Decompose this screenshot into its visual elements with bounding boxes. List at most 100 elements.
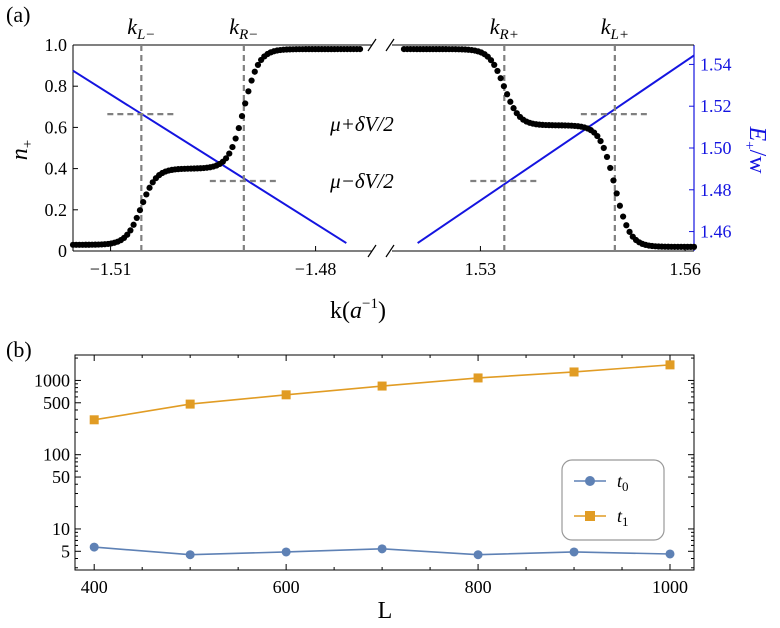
occupation-dot-left xyxy=(248,77,255,84)
legend-label-0: t0 xyxy=(617,471,629,494)
left-y-axis-label-n: n xyxy=(7,148,33,160)
x-axis-label-sup: −1 xyxy=(362,296,378,312)
occupation-dot-left xyxy=(124,231,131,238)
series-0-marker xyxy=(377,544,387,554)
right-y-tick-label: 1.48 xyxy=(700,180,732,200)
occupation-dot-left xyxy=(242,100,249,107)
dispersion-line-right xyxy=(417,54,695,244)
fermi-point-label-sub: R− xyxy=(238,27,258,43)
legend-box xyxy=(561,459,665,541)
chemical-potential-label-lower: μ−δV/2 xyxy=(329,169,394,193)
series-0-marker xyxy=(185,550,195,560)
fermi-point-label-k: k xyxy=(127,14,138,39)
left-y-tick-label: 0.8 xyxy=(45,76,68,96)
occupation-dot-left xyxy=(238,112,246,120)
series-0-marker xyxy=(665,549,675,559)
right-y-axis-label-sub: + xyxy=(741,141,757,149)
occupation-dot-right xyxy=(510,105,517,112)
occupation-dot-left xyxy=(146,184,153,191)
x-tick-label: 600 xyxy=(273,577,300,597)
left-y-tick-label: 0.6 xyxy=(45,117,68,137)
legend-marker-1 xyxy=(585,511,595,521)
legend-label-name: t xyxy=(617,506,623,526)
x-axis-label-close: ) xyxy=(378,298,386,324)
x-axis-label: k(a−1) xyxy=(330,296,386,324)
fermi-point-label-sub: L− xyxy=(136,27,155,43)
chemical-potential-label-upper: μ+δV/2 xyxy=(329,112,394,136)
occupation-dot-left xyxy=(140,199,147,206)
occupation-dot-left xyxy=(127,227,134,234)
series-1-marker xyxy=(185,399,195,409)
right-y-axis-label-tail: /w xyxy=(744,150,770,175)
occupation-dot-left xyxy=(133,214,140,222)
right-y-axis-label: E+/w xyxy=(741,125,770,174)
occupation-dot-right xyxy=(603,153,611,161)
fermi-point-label-sub: R+ xyxy=(499,27,519,43)
bottom-break-mark-1 xyxy=(367,244,377,258)
occupation-dot-right xyxy=(690,243,698,250)
x-axis-label-L: L xyxy=(378,598,393,624)
fermi-point-label: kL− xyxy=(127,14,155,43)
series-1-marker xyxy=(377,381,387,391)
occupation-dot-right xyxy=(497,75,504,82)
x-tick-label-left: −1.51 xyxy=(90,259,132,279)
occupation-dot-right xyxy=(504,91,511,98)
panel-label-a: (a) xyxy=(6,2,30,27)
series-1-marker xyxy=(281,390,291,400)
x-tick-label: 800 xyxy=(465,577,492,597)
occupation-dot-right xyxy=(491,61,498,68)
occupation-dot-left xyxy=(143,191,150,198)
occupation-dot-right xyxy=(607,164,614,172)
panel-b-frame xyxy=(74,354,695,571)
fermi-point-label-sub: L+ xyxy=(609,27,628,43)
occupation-dot-right xyxy=(610,177,617,184)
x-tick-label-right: 1.53 xyxy=(465,259,497,279)
series-1-marker xyxy=(665,360,675,370)
series-line-1 xyxy=(94,364,671,421)
fermi-point-label: kR− xyxy=(229,14,258,43)
occupation-dot-left xyxy=(356,46,364,53)
x-tick-label-left: −1.48 xyxy=(295,259,337,279)
occupation-dot-right xyxy=(600,144,607,152)
fermi-point-label: kR+ xyxy=(490,14,519,43)
occupation-dot-left xyxy=(226,150,233,157)
fermi-point-label-k: k xyxy=(601,14,612,39)
right-y-tick-label: 1.50 xyxy=(700,138,732,158)
bottom-break-mark-2 xyxy=(385,244,395,258)
right-y-tick-label: 1.52 xyxy=(700,96,732,116)
right-y-tick-label: 1.54 xyxy=(700,54,732,74)
left-y-tick-label: 0.4 xyxy=(45,159,68,179)
series-1-marker xyxy=(89,415,99,425)
panel-a-chart: 0 0.2 0.4 0.6 0.8 1.0 1.46 1.48 1.50 1.52 1.54 −1.5… xyxy=(7,14,770,324)
legend: t0 t1 xyxy=(561,459,665,541)
x-tick-label-right: 1.56 xyxy=(669,259,701,279)
occupation-dot-left xyxy=(251,68,258,75)
left-y-tick-label: 0 xyxy=(58,241,67,261)
fermi-point-label: kL+ xyxy=(601,14,629,43)
left-y-axis-label-sub: + xyxy=(20,140,36,148)
left-y-axis-label: n+ xyxy=(7,140,36,160)
occupation-dot-right xyxy=(620,213,627,220)
x-axis-label-a: a xyxy=(350,298,362,324)
fermi-point-label-k: k xyxy=(490,14,501,39)
occupation-dot-left xyxy=(245,88,252,95)
occupation-dot-left xyxy=(136,207,144,214)
y-tick-label: 500 xyxy=(43,393,70,413)
x-tick-label: 1000 xyxy=(652,577,688,597)
occupation-dot-right xyxy=(616,202,623,209)
series-0-marker xyxy=(569,547,579,557)
y-tick-label: 5 xyxy=(61,541,70,561)
y-tick-label: 1000 xyxy=(34,370,70,390)
legend-label-1: t1 xyxy=(617,506,629,529)
left-y-tick-label: 0.2 xyxy=(45,200,68,220)
occupation-dot-right xyxy=(626,228,633,235)
series-1-marker xyxy=(473,373,483,383)
right-y-tick-label: 1.46 xyxy=(700,222,732,242)
y-tick-label: 50 xyxy=(52,467,70,487)
occupation-dot-right xyxy=(507,98,514,105)
fermi-point-label-k: k xyxy=(229,14,240,39)
occupation-dot-left xyxy=(235,124,242,132)
occupation-dot-right xyxy=(613,190,620,197)
